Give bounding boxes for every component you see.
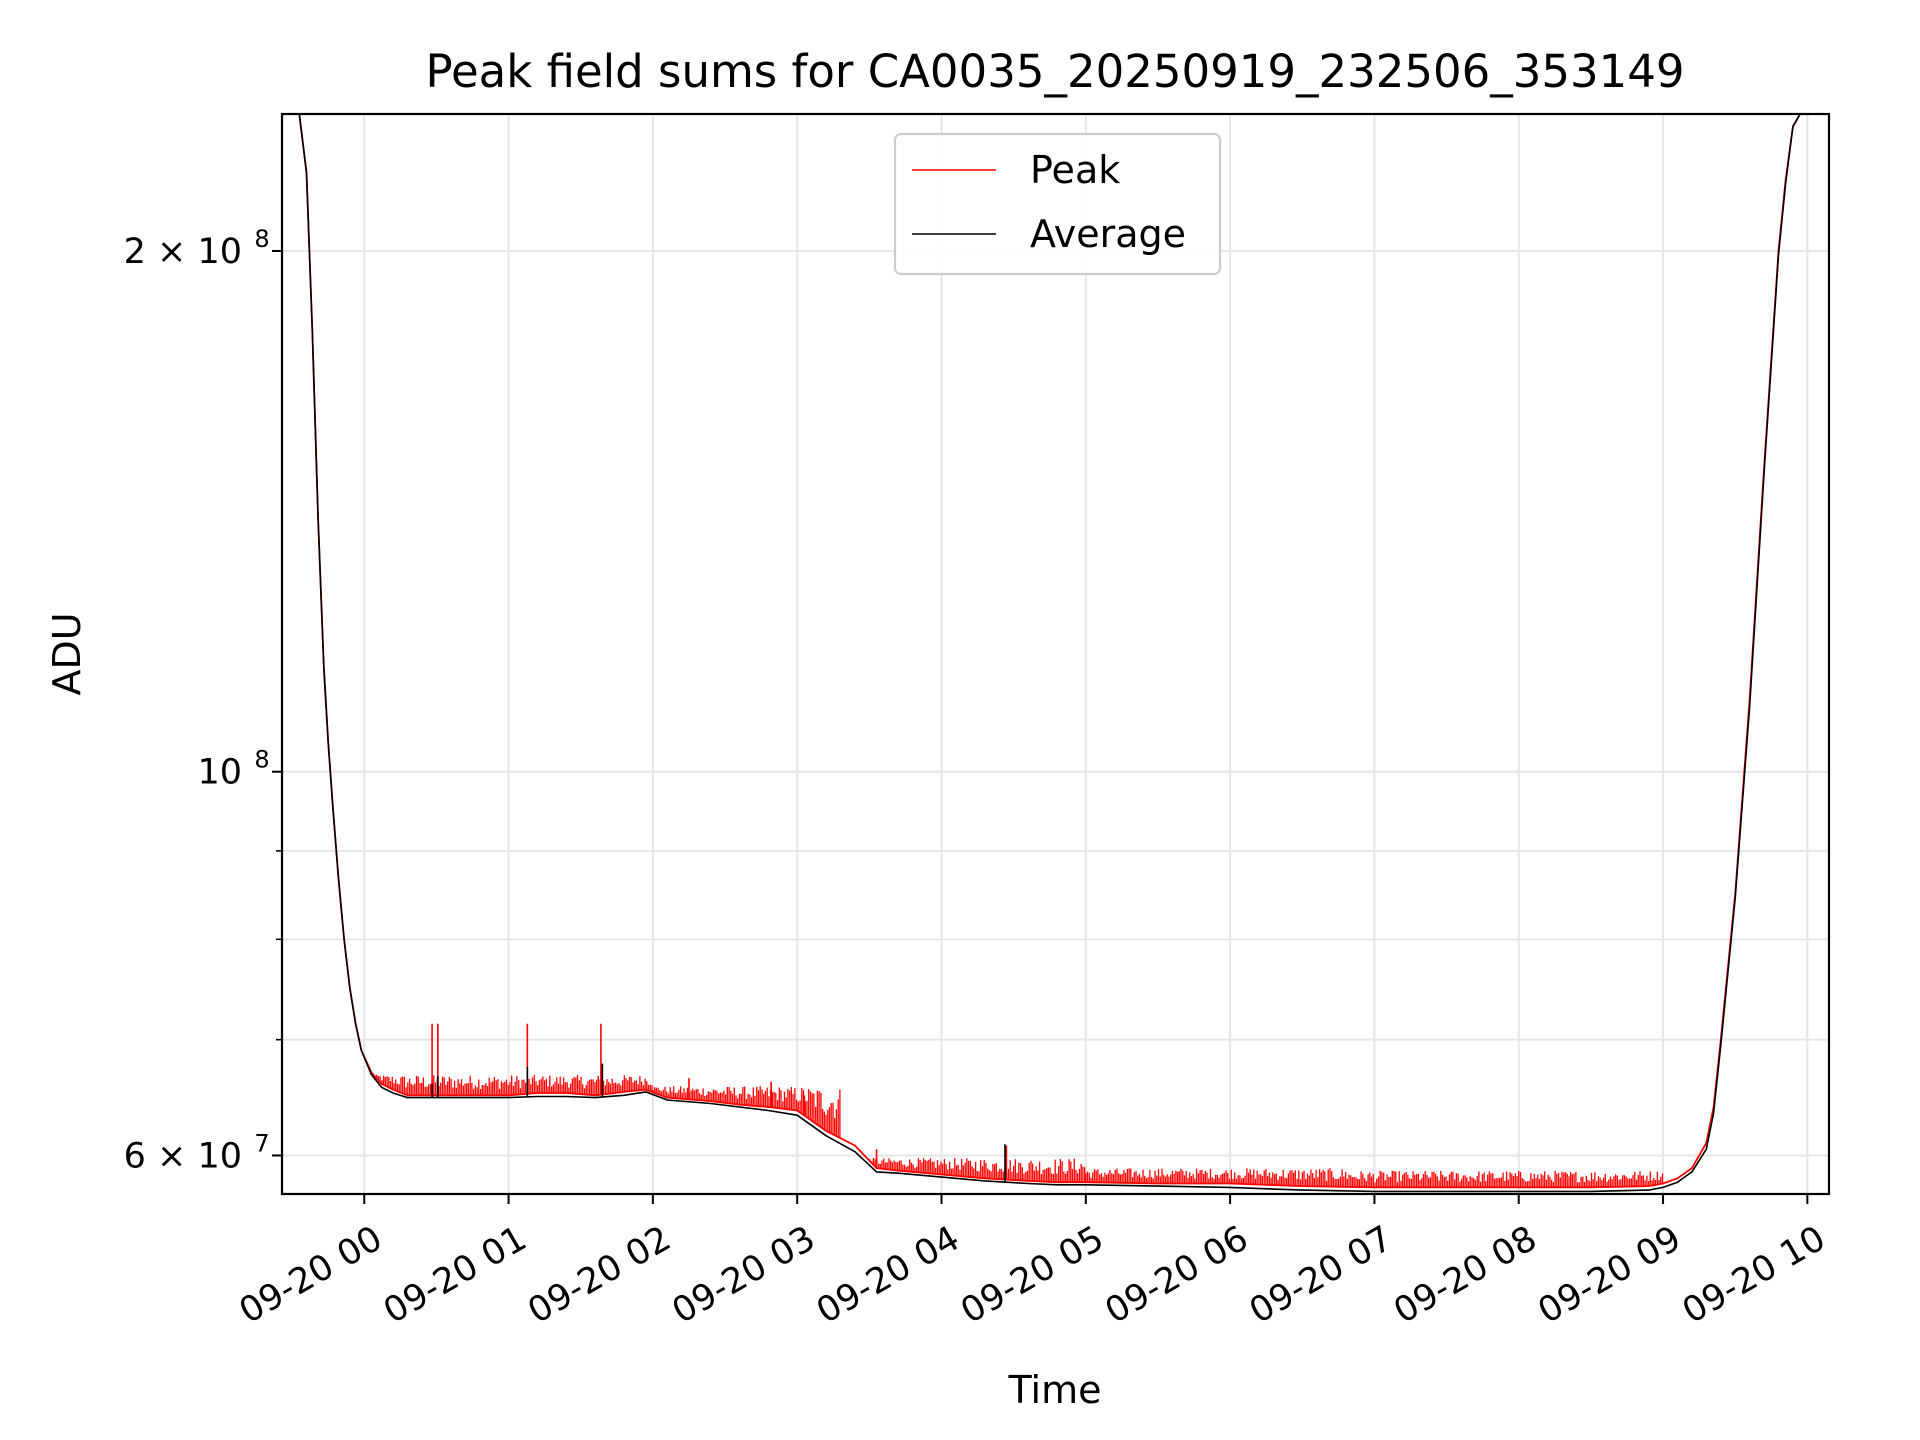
plot-area (282, 114, 1801, 1193)
x-tick-label: 09-20 04 (810, 1219, 966, 1332)
x-tick-label: 09-20 00 (233, 1219, 389, 1332)
x-tick-label: 09-20 09 (1532, 1219, 1688, 1332)
x-tick-label: 09-20 05 (954, 1219, 1110, 1332)
y-tick-label: 6 × 10 (124, 1136, 242, 1176)
y-axis-label: ADU (45, 612, 89, 695)
x-axis-label: Time (1008, 1368, 1102, 1412)
grid (282, 114, 1829, 1194)
x-tick-label: 09-20 07 (1243, 1219, 1399, 1332)
x-tick-label: 09-20 08 (1387, 1219, 1543, 1332)
series-average (282, 114, 1801, 1193)
series-line-average (282, 114, 1801, 1193)
x-tick-label: 09-20 10 (1676, 1219, 1832, 1332)
x-tick-label: 09-20 01 (377, 1219, 533, 1332)
x-tick-label: 09-20 02 (521, 1219, 677, 1332)
legend-peak-label: Peak (1030, 148, 1120, 192)
x-tick-label: 09-20 03 (666, 1219, 822, 1332)
x-tick-label: 09-20 06 (1099, 1219, 1255, 1332)
legend-box (893, 132, 1222, 276)
axes-frame (280, 112, 1831, 1196)
peak-noise-spikes (374, 1074, 1664, 1188)
y-tick-label: 10 (197, 753, 242, 793)
y-tick-exponent: 8 (254, 746, 269, 774)
y-tick-exponent: 7 (254, 1129, 269, 1157)
chart-title: Peak field sums for CA0035_20250919_2325… (425, 45, 1684, 98)
y-tick-exponent: 8 (254, 225, 269, 253)
y-tick-label: 2 × 10 (124, 232, 242, 272)
legend-average-label: Average (1030, 212, 1186, 256)
legend: Peak Average (893, 132, 1222, 276)
